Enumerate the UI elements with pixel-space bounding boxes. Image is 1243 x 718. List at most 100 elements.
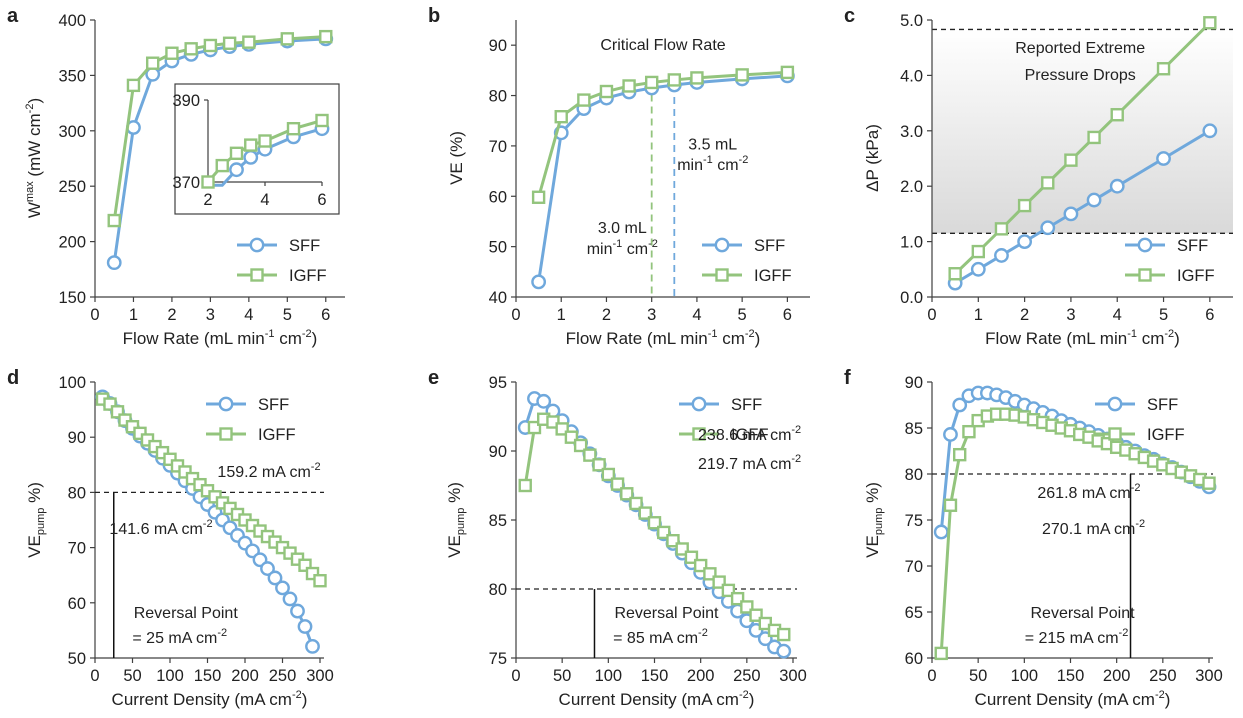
data-point-igff	[994, 222, 1009, 236]
data-point-sff	[290, 603, 305, 619]
reversal-label: Reversal Point	[1030, 605, 1135, 622]
panel-letter: c	[844, 5, 855, 27]
x-tick-label: 1	[974, 306, 983, 324]
panel-letter: e	[428, 367, 439, 389]
data-point-sff	[1109, 178, 1125, 194]
x-axis-title: Current Density (mA cm-2)	[975, 689, 1171, 709]
data-point-igff	[730, 591, 745, 606]
y-tick-label: 70	[905, 558, 923, 576]
legend-label-sff: SFF	[1147, 396, 1178, 414]
data-point-sff	[994, 248, 1009, 263]
legend-label-igff: IGFF	[1147, 426, 1185, 444]
legend-marker-igff	[1138, 268, 1152, 282]
x-tick-label: 100	[1011, 667, 1039, 685]
legend-label-igff: IGFF	[258, 426, 296, 444]
inset-data-point-igff	[244, 138, 258, 152]
data-point-igff	[599, 84, 614, 99]
data-point-sff	[1017, 234, 1033, 250]
data-point-igff	[690, 71, 704, 85]
legend-label-sff: SFF	[258, 396, 289, 414]
series-line-sff	[537, 74, 788, 283]
x-tick-label: 250	[269, 667, 297, 685]
x-tick-label: 200	[1103, 667, 1131, 685]
data-point-igff	[1110, 108, 1124, 122]
x-tick-label: 0	[927, 306, 936, 324]
reversal-label: = 215 mA cm-2	[1025, 627, 1129, 647]
data-point-igff	[222, 36, 237, 50]
data-point-igff	[647, 516, 662, 530]
panel-letter: f	[844, 367, 851, 389]
y-tick-label: 75	[489, 650, 507, 668]
x-tick-label: 2	[167, 306, 176, 324]
data-point-igff	[620, 487, 634, 501]
data-point-igff	[780, 65, 795, 80]
y-tick-label: 200	[58, 234, 86, 252]
panel-letter: a	[7, 5, 19, 27]
legend-marker-sff	[249, 237, 265, 253]
data-point-sff	[297, 619, 313, 634]
data-point-igff	[657, 525, 671, 540]
y-tick-label: 150	[58, 289, 86, 307]
data-point-igff	[305, 566, 320, 581]
y-tick-label: 250	[58, 178, 86, 196]
data-point-sff	[305, 639, 320, 654]
legend-label-igff: IGFF	[289, 267, 327, 285]
panel-c: c Reported Extreme Pressure Drops 0.0 1.0 2.0…	[844, 5, 1233, 348]
x-tick-label: 300	[1195, 667, 1223, 685]
panel-b: b 40 50 60 70 80 90 0 1 2 3 4 5 6 Flow Rate (mL min-1 …	[428, 5, 810, 348]
band-label: Pressure Drops	[1025, 67, 1136, 84]
data-point-igff	[583, 448, 597, 462]
data-point-igff	[777, 627, 791, 642]
y-tick-label: 80	[489, 581, 507, 599]
data-point-sff	[776, 643, 792, 659]
crossover-label-igff: 238.6 mA cm-2	[698, 424, 801, 444]
y-tick-label: 2.0	[900, 178, 923, 196]
legend-label-sff: SFF	[731, 396, 762, 414]
y-tick-label: 80	[68, 484, 86, 502]
data-point-igff	[592, 458, 606, 472]
x-tick-label: 4	[1113, 306, 1122, 324]
y-tick-label: 90	[905, 374, 923, 392]
data-point-igff	[948, 267, 962, 281]
data-point-igff	[962, 424, 976, 439]
x-tick-label: 150	[194, 667, 222, 685]
data-point-igff	[667, 73, 682, 87]
y-tick-label: 60	[489, 188, 507, 206]
x-tick-label: 50	[123, 667, 141, 685]
series-line-igff	[112, 35, 326, 221]
x-axis-title: Current Density (mA cm-2)	[112, 689, 308, 709]
x-tick-label: 3	[206, 306, 215, 324]
crossover-label-igff: 159.2 mA cm-2	[217, 461, 320, 481]
inset-data-point-sff	[243, 149, 259, 165]
x-tick-label: 0	[511, 667, 520, 685]
data-point-sff	[943, 427, 958, 442]
y-axis-title: Wmax (mW cm-2)	[24, 98, 44, 218]
panel-letter: b	[428, 5, 440, 27]
critical-label-igff: min-1 cm-2	[587, 238, 658, 258]
y-tick-label: 3.0	[900, 123, 923, 141]
data-point-igff	[675, 542, 689, 556]
x-tick-label: 1	[129, 306, 138, 324]
data-point-igff	[564, 430, 579, 444]
panel-letter: d	[7, 367, 19, 389]
crossover-label-igff: 270.1 mA cm-2	[1042, 518, 1145, 538]
legend-label-sff: SFF	[289, 237, 320, 255]
data-point-sff	[952, 397, 968, 413]
inset-x-tick-label: 2	[203, 191, 212, 209]
data-point-igff	[758, 616, 772, 631]
x-tick-label: 0	[511, 306, 520, 324]
x-tick-label: 5	[283, 306, 292, 324]
y-tick-label: 350	[58, 67, 86, 85]
y-tick-label: 90	[489, 37, 507, 55]
data-point-igff	[298, 558, 312, 572]
critical-label-igff: 3.0 mL	[598, 220, 647, 237]
data-point-sff	[267, 570, 283, 586]
x-tick-label: 0	[927, 667, 936, 685]
crossover-label-sff: 219.7 mA cm-2	[698, 453, 801, 473]
critical-flow-title: Critical Flow Rate	[600, 37, 725, 54]
data-point-igff	[110, 405, 125, 419]
legend-label-igff: IGFF	[731, 426, 769, 444]
data-point-sff	[1086, 192, 1102, 208]
y-tick-label: 5.0	[900, 12, 923, 30]
